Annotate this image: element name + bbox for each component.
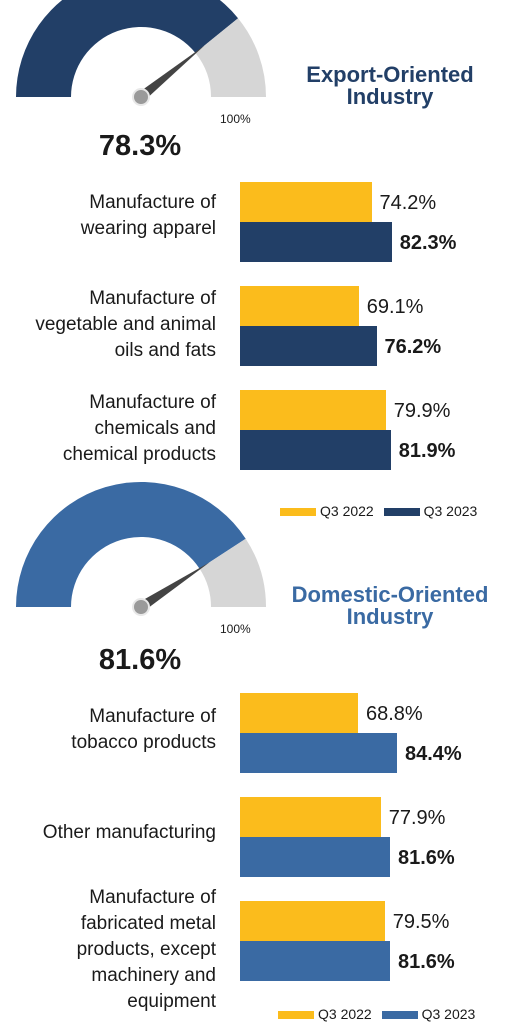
legend-item-q3-2022: Q3 2022 (278, 1006, 372, 1022)
gauge-needle (137, 45, 205, 101)
gauge-value-arc (16, 0, 239, 97)
gauge-value-arc (16, 481, 246, 607)
gauge-max-label: 100% (220, 622, 251, 636)
category-label: Other manufacturing (43, 820, 216, 846)
legend-swatch (278, 1011, 314, 1020)
category-label-line: machinery and (91, 965, 216, 986)
gauge-min-label: 0% (41, 112, 59, 126)
gauge-max-label: 100% (220, 112, 251, 126)
gauge-remainder-arc (199, 538, 266, 607)
bar-q3-2023 (240, 326, 377, 366)
bar-q3-2022 (240, 390, 386, 430)
export-gauge-value: 78.3% (98, 130, 182, 162)
category-label-line: fabricated metal (80, 913, 216, 934)
bar-q3-2022 (240, 901, 385, 941)
category-label-line: products, except (76, 939, 216, 960)
bar-q3-2022 (240, 693, 358, 733)
export-section-title: Export-Oriented Industry (306, 62, 474, 109)
category-label-line: Manufacture of (89, 392, 216, 413)
category-label-line: Manufacture of (89, 706, 216, 727)
bar-value-label: 79.5% (392, 911, 450, 933)
category-label-line: Manufacture of (89, 887, 216, 908)
bar-q3-2023 (240, 837, 390, 877)
legend-item-q3-2023: Q3 2023 (381, 1006, 475, 1022)
bar-q3-2022 (240, 797, 381, 837)
category-label-line: chemical products (62, 444, 216, 465)
gauge-hub (132, 598, 150, 616)
export-gauge: 0% 100% (16, 0, 266, 130)
category-label-line: Manufacture of (89, 288, 216, 309)
category-label: Manufacture of chemicals and chemical prod… (63, 390, 216, 468)
legend-swatch (280, 508, 316, 517)
category-label-line: Manufacture of (89, 192, 216, 213)
bar-value-label: 81.6% (398, 951, 455, 973)
bar-value-label: 77.9% (388, 807, 446, 829)
category-label-line: wearing apparel (80, 218, 216, 239)
bar-q3-2023 (240, 430, 391, 470)
domestic-legend: Q3 2022 Q3 2023 (278, 1006, 481, 1022)
legend-swatch (381, 1011, 418, 1020)
domestic-section-title: Domestic-Oriented Industry (291, 582, 489, 629)
bar-q3-2022 (240, 182, 372, 222)
category-label-line: tobacco products (71, 732, 216, 753)
domestic-gauge-value: 81.6% (98, 644, 182, 676)
category-label-line: equipment (127, 991, 216, 1012)
gauge-remainder-arc (195, 18, 266, 98)
bar-value-label: 69.1% (366, 296, 424, 318)
category-label-line: chemicals and (94, 418, 216, 439)
domestic-gauge: 0% 100% (16, 480, 266, 640)
bar-q3-2022 (240, 286, 359, 326)
category-label: Manufacture of vegetable and animal oils a… (35, 286, 216, 364)
bar-value-label: 74.2% (379, 192, 437, 214)
category-label: Manufacture of tobacco products (71, 704, 216, 756)
category-label: Manufacture of wearing apparel (81, 190, 216, 242)
bar-value-label: 79.9% (393, 400, 451, 422)
legend-item-q3-2022: Q3 2022 (280, 503, 374, 519)
category-label-line: vegetable and animal (35, 314, 216, 335)
legend-swatch (383, 508, 420, 517)
bar-value-label: 76.2% (384, 336, 442, 358)
gauge-needle (138, 562, 210, 612)
bar-value-label: 81.9% (398, 440, 456, 462)
category-label-line: Other manufacturing (42, 822, 216, 843)
bar-value-label: 68.8% (366, 703, 423, 725)
bar-value-label: 81.6% (398, 847, 455, 869)
bar-q3-2023 (240, 733, 397, 773)
bar-q3-2023 (240, 222, 392, 262)
category-label-line: oils and fats (114, 340, 216, 361)
bar-value-label: 82.3% (399, 232, 457, 254)
gauge-min-label: 0% (41, 622, 59, 636)
export-legend: Q3 2022 Q3 2023 (280, 503, 483, 519)
legend-item-q3-2023: Q3 2023 (383, 503, 477, 519)
bar-value-label: 84.4% (405, 743, 462, 765)
bar-q3-2023 (240, 941, 390, 981)
category-label: Manufacture of fabricated metal products, … (77, 885, 216, 1015)
gauge-hub (132, 88, 150, 106)
